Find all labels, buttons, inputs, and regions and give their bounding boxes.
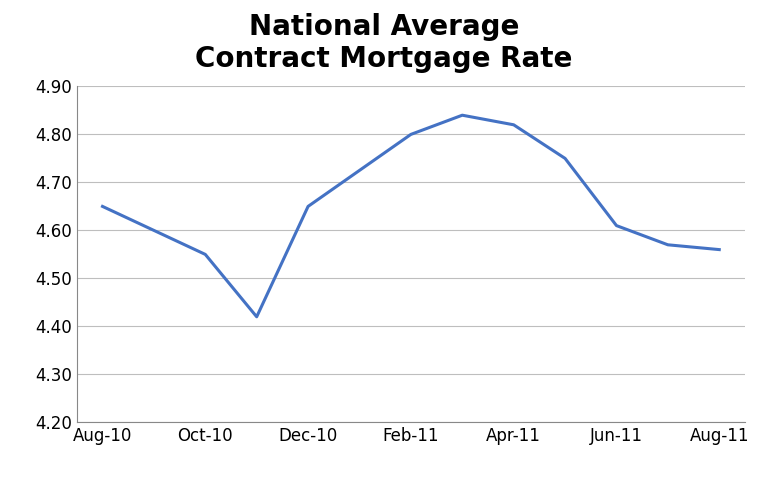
Text: National Average
Contract Mortgage Rate: National Average Contract Mortgage Rate bbox=[195, 13, 573, 73]
